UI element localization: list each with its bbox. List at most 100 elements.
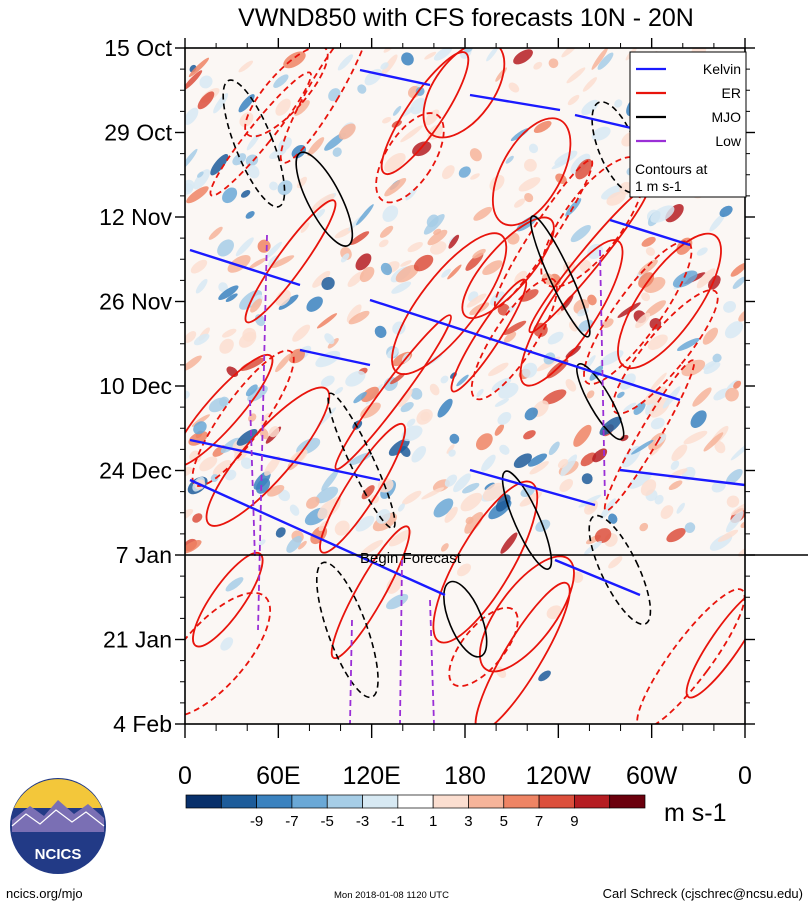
anomaly-patch	[665, 204, 684, 223]
er-contour	[603, 359, 696, 512]
anomaly-patch	[332, 147, 342, 157]
anomaly-patch	[386, 575, 403, 594]
anomaly-patch	[382, 205, 399, 222]
anomaly-patch	[650, 372, 667, 392]
x-tick-label: 0	[178, 762, 192, 790]
footer-author: Carl Schreck (cjschrec@ncsu.edu)	[603, 886, 803, 901]
anomaly-patch	[321, 277, 335, 290]
anomaly-patch	[269, 181, 278, 191]
anomaly-patch	[740, 521, 745, 528]
anomaly-patch	[395, 264, 419, 283]
low-contour	[257, 234, 268, 631]
anomaly-patch	[186, 186, 209, 204]
anomaly-patch	[278, 489, 291, 502]
anomaly-patch	[533, 61, 543, 70]
anomaly-patch	[232, 153, 247, 166]
anomaly-patch	[430, 241, 447, 255]
anomaly-patch	[528, 143, 539, 154]
anomaly-patch	[218, 285, 239, 300]
legend-entries: Kelvin ER MJO Low	[636, 61, 742, 149]
anomaly-patch	[433, 498, 454, 518]
anomaly-patch	[730, 500, 745, 516]
anomaly-patch	[599, 416, 622, 436]
anomaly-patch	[594, 528, 612, 544]
colorbar-tick-label: -3	[356, 813, 369, 830]
anomaly-patch	[726, 379, 738, 390]
anomaly-patch	[188, 431, 208, 446]
y-axis: 15 Oct 29 Oct 12 Nov 26 Nov 10 Dec 24 Dec 7 Ja…	[99, 35, 755, 737]
colorbar: -9 -7 -5 -3 -1 1 3 5 7 9	[185, 794, 646, 830]
anomaly-patch	[654, 494, 664, 505]
anomaly-patch	[495, 494, 511, 512]
anomaly-patch	[641, 236, 656, 247]
colorbar-swatch	[574, 794, 611, 809]
y-tick-label: 21 Jan	[103, 627, 172, 653]
anomaly-patch	[197, 91, 215, 110]
anomaly-patch	[196, 171, 204, 178]
anomaly-patch	[466, 293, 487, 308]
anomaly-patch	[671, 444, 688, 462]
er-contour	[330, 525, 411, 660]
anomaly-patch	[584, 540, 602, 555]
anomaly-patch	[275, 527, 286, 538]
mjo-contour	[529, 215, 591, 338]
anomaly-patch	[406, 418, 416, 427]
anomaly-patch	[446, 444, 455, 454]
anomaly-patch	[505, 155, 514, 164]
anomaly-patch	[218, 282, 228, 293]
anomaly-patch	[314, 208, 326, 219]
anomaly-patch	[723, 301, 736, 313]
anomaly-patch	[407, 241, 423, 253]
anomaly-patch	[597, 52, 614, 70]
anomaly-patch	[650, 205, 675, 223]
low-contour	[399, 559, 403, 724]
anomaly-patch	[240, 189, 251, 198]
anomaly-patch	[199, 75, 213, 89]
anomaly-patch	[644, 300, 667, 317]
anomaly-patch	[578, 494, 602, 508]
anomaly-patch	[382, 116, 392, 124]
anomaly-patch	[650, 417, 665, 430]
anomaly-patch	[400, 446, 411, 457]
anomaly-patch	[246, 133, 260, 151]
anomaly-patch	[623, 402, 637, 412]
anomaly-patch	[639, 522, 649, 532]
anomaly-patch	[726, 468, 743, 485]
colorbar-swatch	[362, 794, 399, 809]
anomaly-patch	[465, 516, 474, 525]
er-contour	[205, 386, 331, 527]
anomaly-patch	[499, 444, 510, 455]
anomaly-patch	[587, 294, 597, 306]
anomaly-patch	[374, 325, 387, 338]
anomaly-patch	[238, 60, 254, 73]
anomaly-patch	[380, 262, 393, 276]
colorbar-swatch	[609, 794, 646, 809]
anomaly-patch	[239, 290, 263, 310]
anomaly-patch	[375, 508, 391, 524]
anomaly-patch	[666, 528, 686, 543]
colorbar-tick-label: 3	[464, 813, 472, 830]
anomaly-patch	[617, 302, 641, 318]
y-tick-label: 24 Dec	[99, 458, 172, 484]
anomaly-patch	[600, 498, 617, 520]
anomaly-patch	[465, 252, 484, 271]
anomaly-patch	[733, 380, 742, 389]
anomaly-patch	[377, 478, 394, 493]
anomaly-patch	[570, 225, 591, 243]
anomaly-patch	[714, 440, 726, 454]
anomaly-patch	[566, 67, 586, 84]
anomaly-patch	[527, 453, 548, 467]
anomaly-patch	[641, 292, 651, 302]
anomaly-patch	[533, 120, 552, 133]
anomaly-patch	[490, 291, 505, 306]
mjo-contour	[576, 363, 625, 441]
er-contour	[685, 587, 745, 699]
anomaly-patch	[696, 247, 708, 256]
colorbar-tick-label: 1	[429, 813, 437, 830]
er-contour	[491, 117, 572, 227]
legend-note-line2: 1 m s-1	[635, 178, 682, 194]
anomaly-patch	[190, 259, 208, 274]
anomaly-patch	[513, 453, 532, 469]
anomaly-patch	[568, 320, 578, 332]
legend-box	[629, 51, 747, 198]
